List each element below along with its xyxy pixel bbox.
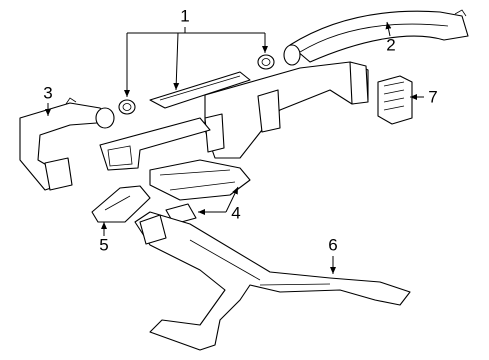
callout-number: 1: [180, 6, 189, 25]
duct-part-2: [283, 9, 469, 66]
leader-line: [45, 21, 424, 274]
leader-line-shape: [173, 32, 180, 91]
duct-part-2-shape: [283, 44, 301, 66]
callout-number: 3: [43, 83, 52, 102]
duct-part-3-shape: [19, 102, 111, 191]
duct-part-1-shape: [257, 89, 281, 133]
duct-part-5-shape: [91, 185, 151, 223]
duct-part-1-shape: [107, 145, 133, 167]
callout-number: 5: [99, 235, 108, 254]
duct-part-1: [99, 61, 369, 171]
duct-part-2-shape: [454, 9, 467, 17]
ring-shape: [261, 58, 271, 66]
duct-part-3-shape: [95, 107, 115, 129]
duct-part-4: [149, 159, 251, 225]
duct-part-6-shape: [134, 211, 411, 351]
vent-part-7-shape: [383, 81, 405, 111]
duct-part-1-shape: [159, 75, 241, 101]
leader-line-shape: [127, 27, 265, 34]
duct-part-4-shape: [159, 169, 236, 191]
duct-part-6-shape: [189, 239, 331, 286]
callout-number: 6: [328, 235, 337, 254]
duct-part-1-shape: [99, 117, 211, 171]
ring-shape: [122, 103, 132, 111]
leader-line-shape: [225, 186, 239, 213]
duct-part-1-shape: [149, 71, 251, 109]
leader-line-shape: [385, 21, 392, 37]
duct-part-3-shape: [44, 157, 73, 191]
callout-number: 4: [231, 203, 240, 222]
duct-part-2-shape: [299, 23, 449, 53]
duct-part-5: [91, 185, 151, 223]
vent-part-7: [377, 75, 413, 125]
duct-part-5-shape: [104, 195, 131, 211]
callout-number: 2: [386, 35, 395, 54]
duct-part-3-shape: [65, 97, 77, 105]
duct-part-6: [134, 211, 411, 351]
ring-shape: [257, 54, 275, 70]
duct-part-6-shape: [139, 214, 167, 245]
duct-part-1-shape: [204, 113, 225, 153]
duct-part-2-shape: [289, 10, 469, 63]
callout-number: 7: [428, 87, 437, 106]
ring: [118, 54, 275, 115]
duct-part-1-shape: [349, 61, 369, 105]
ring-shape: [118, 99, 136, 115]
duct-part-3: [19, 97, 115, 191]
